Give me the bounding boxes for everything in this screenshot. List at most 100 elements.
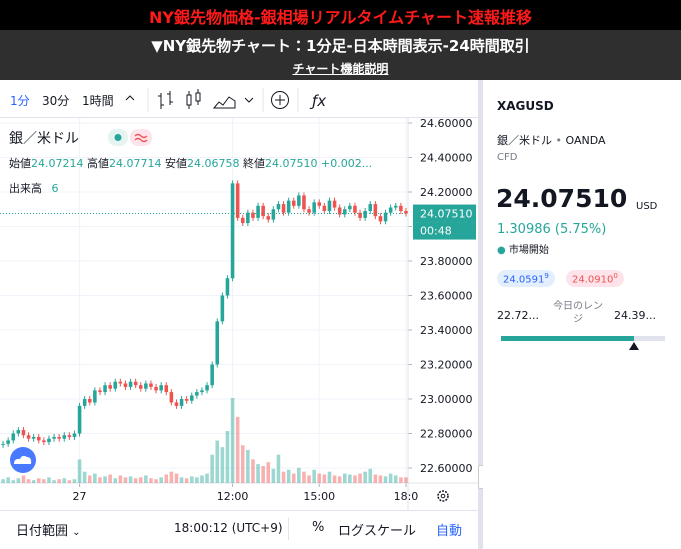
y-tick-label: 23.80000 xyxy=(420,255,473,268)
volume-bar xyxy=(128,476,133,483)
candle-body xyxy=(1,443,5,445)
ohlc-label: 高値 xyxy=(87,157,109,170)
chevron: ⌄ xyxy=(72,527,81,538)
countdown-box xyxy=(413,222,476,240)
page-subtitle: ▼NY銀先物チャート：1分足-日本時間表示-24時間取引 xyxy=(151,37,530,55)
volume-bar xyxy=(286,469,291,483)
range-pointer xyxy=(629,342,639,350)
volume-bar xyxy=(281,471,286,483)
chevron[interactable] xyxy=(244,97,254,103)
candle-style-icon[interactable] xyxy=(186,89,201,109)
volume-bar xyxy=(164,474,169,483)
percent-button[interactable]: % xyxy=(312,520,325,535)
candle-body xyxy=(149,383,153,387)
log-scale-button[interactable]: ログスケール xyxy=(338,524,417,539)
indicators-button[interactable]: ƒx xyxy=(309,92,326,110)
range-low: 22.72... xyxy=(497,309,539,322)
volume-bar xyxy=(230,398,235,483)
symbol-info: 銀／米ドル • OANDA xyxy=(497,132,606,148)
volume-bar xyxy=(271,468,276,483)
settings-button[interactable] xyxy=(437,490,449,502)
y-tick-label: 24.40000 xyxy=(420,152,473,165)
candle-body xyxy=(128,381,133,387)
date-range-label: 日付範囲 xyxy=(16,524,69,539)
y-tick-label: 23.20000 xyxy=(420,358,473,371)
settings-hub xyxy=(440,493,446,499)
candle-body xyxy=(363,210,367,218)
candle-body xyxy=(164,385,169,393)
candle-body xyxy=(62,435,67,439)
candle-body xyxy=(26,435,31,439)
candle-body xyxy=(174,402,179,406)
volume-bar xyxy=(62,478,67,483)
candle-body xyxy=(348,205,352,210)
candle-body xyxy=(368,204,373,211)
volume-bar xyxy=(388,473,393,483)
candle-body xyxy=(332,200,337,208)
candle-body xyxy=(271,209,276,220)
candle-body xyxy=(373,204,378,217)
status-dot: ● xyxy=(497,245,506,256)
volume-value: 6 xyxy=(51,182,59,195)
bid-sup: 9 xyxy=(544,272,549,280)
legend-status xyxy=(108,129,152,146)
volume-bar xyxy=(393,475,398,483)
range-label: 今日のレンジ xyxy=(553,301,603,325)
candle-body xyxy=(393,205,398,208)
volume-bar xyxy=(246,449,250,483)
volume-bar xyxy=(353,475,357,483)
status-text: 市場開始 xyxy=(508,245,549,256)
volume-bar xyxy=(256,464,260,483)
candle-body xyxy=(179,398,184,406)
volume-bar xyxy=(52,480,56,483)
volume-bar xyxy=(47,477,51,483)
candle-body xyxy=(246,212,250,224)
candle-body xyxy=(11,433,16,441)
candle-body xyxy=(189,395,194,401)
candle-body xyxy=(342,209,347,215)
range-high: 24.39... xyxy=(614,309,656,322)
candle-body xyxy=(42,440,46,443)
area-style-icon[interactable] xyxy=(212,96,236,109)
ohlc-value: 24.07510 xyxy=(265,157,318,170)
logo[interactable] xyxy=(6,446,40,474)
interval-button[interactable]: 1時間 xyxy=(82,94,114,108)
volume-bar xyxy=(297,467,301,483)
volume-bar xyxy=(261,466,265,483)
volume-bar xyxy=(327,471,332,483)
volume-bar xyxy=(348,474,352,483)
auto-scale-button[interactable]: 自動 xyxy=(436,524,463,539)
interval-button[interactable]: 1分 xyxy=(10,94,30,108)
legend-ohlc: 始値24.07214 高値24.07714 安値24.06758 終値24.07… xyxy=(9,155,372,171)
date-range-button[interactable]: 日付範囲 ⌄ xyxy=(16,520,81,539)
volume-bar xyxy=(82,471,87,483)
x-tick-label: 27 xyxy=(73,490,87,503)
top-strip: NY銀先物価格-銀相場リアルタイムチャート速報推移 xyxy=(0,0,681,30)
dot-separator: • xyxy=(555,134,563,147)
candle-body xyxy=(36,436,41,441)
candle-body xyxy=(133,381,138,386)
volume-bar xyxy=(307,475,311,483)
candle-body xyxy=(256,205,260,218)
price-label-box xyxy=(413,204,476,223)
status-pill xyxy=(130,129,152,146)
candle-body xyxy=(378,216,383,222)
ohlc-value: 24.07714 xyxy=(109,157,162,170)
help-link[interactable]: チャート機能説明 xyxy=(292,62,389,76)
volume-bar xyxy=(67,480,72,483)
candle-body xyxy=(383,212,388,222)
volume-bar xyxy=(57,479,61,483)
bar-style-icon[interactable] xyxy=(158,91,173,109)
interval-button[interactable]: 30分 xyxy=(42,94,70,108)
volume-bar xyxy=(210,454,214,483)
ohlc-change: +0.002... xyxy=(321,157,373,170)
currency: USD xyxy=(636,201,658,212)
candle-body xyxy=(322,205,327,211)
candle-body xyxy=(353,205,357,213)
bid-price: 24.05919 xyxy=(497,270,555,288)
volume-bar xyxy=(149,478,153,483)
compare-button[interactable] xyxy=(271,91,289,109)
legend-symbol: 銀／米ドル xyxy=(9,131,79,147)
chevron[interactable] xyxy=(125,95,135,101)
candle-body xyxy=(93,390,97,403)
